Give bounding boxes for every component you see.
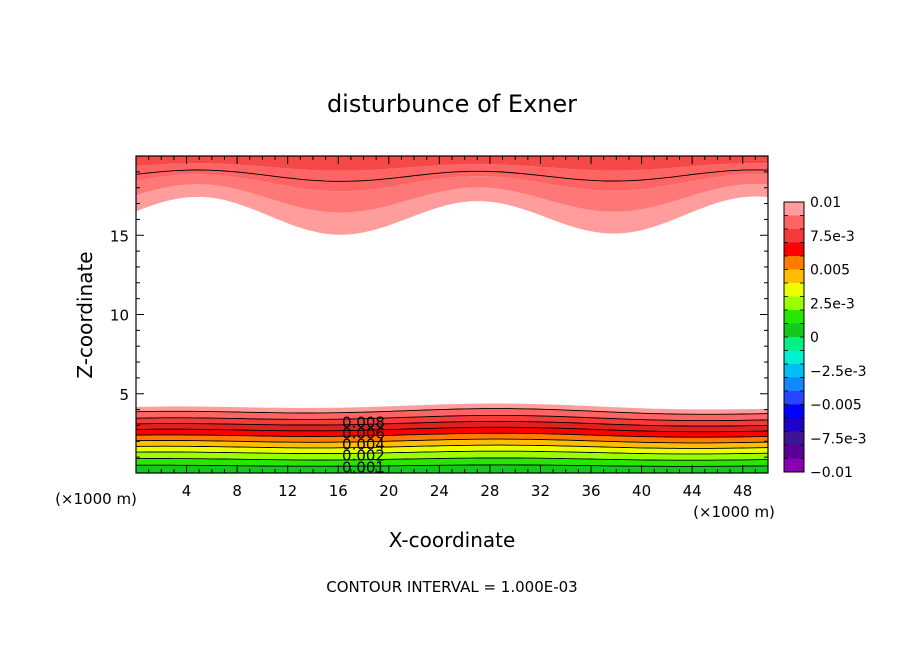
- contour-label: 0.002: [342, 447, 385, 465]
- colorbar-swatch: [784, 310, 804, 324]
- colorbar-swatch: [784, 202, 804, 216]
- colorbar-swatch: [784, 377, 804, 392]
- colorbar-swatch: [784, 364, 804, 378]
- colorbar-swatch: [784, 391, 804, 405]
- contour-band: [136, 174, 768, 213]
- colorbar-label: 0.01: [810, 195, 841, 211]
- contour-band: [136, 433, 768, 443]
- colorbar-swatch: [784, 337, 804, 351]
- contour-line: [135, 414, 769, 422]
- colorbar-swatch: [784, 296, 804, 311]
- contour-line: [135, 169, 769, 182]
- colorbar-swatch: [784, 445, 804, 459]
- colorbar-swatch: [784, 323, 804, 338]
- contour-band: [136, 421, 768, 432]
- colorbar-swatch: [784, 229, 804, 243]
- colorbar-label: 0.005: [810, 263, 850, 279]
- y-tick-label: 5: [119, 386, 129, 404]
- x-tick-label: 24: [430, 482, 449, 500]
- colorbar-swatch: [784, 269, 804, 284]
- contour-line: [135, 408, 769, 415]
- x-axis-label: X-coordinate: [389, 528, 516, 552]
- x-tick-label: 32: [531, 482, 550, 500]
- chart-title: disturbunce of Exner: [327, 90, 577, 118]
- x-tick-label: 36: [581, 482, 600, 500]
- x-unit-left: (×1000 m): [55, 490, 137, 508]
- colorbar-swatch: [784, 350, 804, 365]
- contour-line: [135, 420, 769, 427]
- x-tick-label: 12: [278, 482, 297, 500]
- colorbar-frame: [783, 201, 805, 473]
- y-tick-label: 15: [110, 227, 129, 245]
- colorbar-label: 0: [810, 330, 819, 346]
- x-axis: 4 8 12 16 20 24 28 32 36 40 44 48: [148, 156, 756, 500]
- colorbar-label: −0.01: [810, 465, 853, 481]
- colorbar-swatch: [784, 431, 804, 446]
- x-tick-label: 48: [733, 482, 752, 500]
- contour-label: 0.001: [342, 458, 385, 476]
- contour-line: [136, 457, 769, 461]
- colorbar-swatch: [784, 242, 804, 257]
- colorbar-swatch: [784, 215, 804, 230]
- contour-line: [135, 444, 769, 449]
- colorbar-label: −0.005: [810, 398, 862, 414]
- contour-band: [136, 156, 768, 171]
- contour-label: 0.006: [342, 424, 385, 442]
- contour-band: [136, 408, 768, 421]
- colorbar-swatch: [784, 458, 804, 473]
- colorbar-label: 2.5e-3: [810, 296, 855, 312]
- colorbar-swatch: [784, 418, 804, 432]
- contour-band: [136, 427, 768, 438]
- x-tick-label: 8: [232, 482, 242, 500]
- y-axis: 5 10 15: [110, 171, 768, 458]
- x-tick-label: 40: [632, 482, 651, 500]
- colorbar-label: −2.5e-3: [810, 364, 867, 380]
- y-axis-label: Z-coordinate: [73, 251, 97, 378]
- colorbar: 0.01 7.5e-3 0.005 2.5e-3 0 −2.5e-3 −0.005 −7.5e…: [783, 195, 867, 481]
- x-tick-label: 4: [182, 482, 192, 500]
- colorbar-label: 7.5e-3: [810, 229, 855, 245]
- x-tick-label: 16: [329, 482, 348, 500]
- y-tick-label: 10: [110, 307, 129, 325]
- contour-line: [135, 426, 769, 433]
- contour-interval-note: CONTOUR INTERVAL = 1.000E-03: [326, 578, 577, 596]
- contour-line: [136, 464, 768, 467]
- x-tick-label: 20: [379, 482, 398, 500]
- colorbar-swatch: [784, 256, 804, 270]
- contour-band: [136, 451, 768, 461]
- contour-line: [135, 432, 769, 438]
- colorbar-swatch: [784, 283, 804, 297]
- x-tick-label: 28: [480, 482, 499, 500]
- contour-label: 0.008: [342, 413, 385, 431]
- colorbar-label: −7.5e-3: [810, 431, 867, 447]
- contour-band: [136, 464, 768, 473]
- contour-band: [136, 415, 768, 427]
- colorbar-swatch: [784, 404, 804, 419]
- contour-line: [136, 450, 769, 455]
- contour-band: [136, 163, 768, 192]
- x-tick-label: 44: [683, 482, 702, 500]
- x-unit-right: (×1000 m): [693, 503, 775, 521]
- contour-line: [135, 438, 769, 444]
- contour-label: 0.004: [342, 435, 385, 453]
- contour-band: [136, 183, 768, 235]
